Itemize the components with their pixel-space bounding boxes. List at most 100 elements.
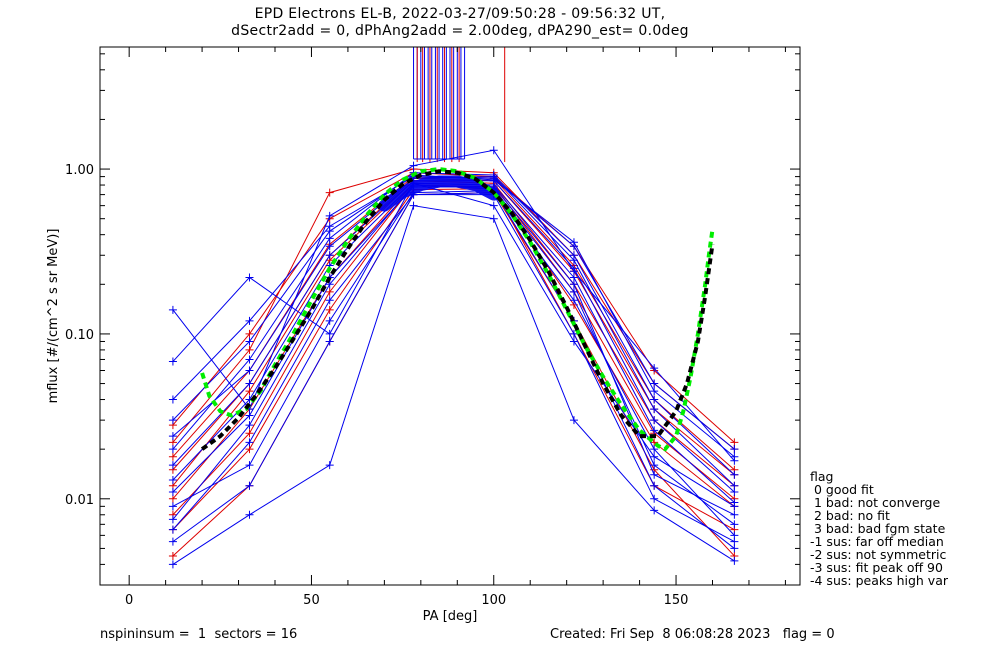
black-fit [200,169,715,451]
data-point-marker [409,161,418,170]
series-line-red [172,192,735,557]
data-point-marker [650,461,659,470]
data-point-marker [245,355,254,364]
data-point-marker [569,296,578,305]
x-tick-label: 150 [664,593,689,608]
data-point-marker [489,214,498,223]
data-point-marker [245,445,254,454]
data-point-marker [650,506,659,515]
data-point-marker [245,273,254,282]
peak-band [378,175,500,212]
data-point-marker [168,560,177,569]
series-line-blue [172,190,735,549]
data-point-marker [325,251,334,260]
data-point-marker [325,234,334,243]
data-point-marker [650,416,659,425]
green-fit [200,167,715,452]
data-point-marker [245,337,254,346]
data-point-marker [325,287,334,296]
data-point-marker [245,429,254,438]
data-point-marker [325,305,334,314]
data-point-marker [168,452,177,461]
data-point-marker [730,452,739,461]
data-point-marker [730,438,739,447]
data-point-marker [245,345,254,354]
legend-item: -1 sus: far off median [810,534,944,549]
data-point-marker [168,416,177,425]
data-point-marker [409,201,418,210]
data-point-marker [325,227,334,236]
legend-item: -4 sus: peaks high var [810,573,949,588]
data-point-marker [168,357,177,366]
data-point-marker [650,470,659,479]
legend-item: 2 bad: no fit [810,508,890,523]
legend-item: -3 sus: fit peak off 90 [810,560,943,575]
data-point-marker [168,502,177,511]
legend-item: 3 bad: bad fgm state [810,521,946,536]
data-point-marker [650,426,659,435]
data-layer [168,47,739,569]
data-point-marker [730,498,739,507]
series-line-blue [172,182,735,507]
x-axis-label: PA [deg] [423,609,478,624]
x-tick-label: 100 [481,593,506,608]
data-point-marker [325,461,334,470]
data-point-marker [325,280,334,289]
data-point-marker [730,556,739,565]
data-point-marker [569,287,578,296]
series-line-blue [172,182,735,503]
data-point-marker [650,364,659,373]
data-point-marker [730,520,739,529]
series-line-blue [172,205,735,565]
data-point-marker [168,537,177,546]
data-point-marker [650,405,659,414]
series-line-blue [172,180,735,493]
data-point-marker [730,445,739,454]
series-line-red [172,172,735,443]
data-point-marker [569,256,578,265]
chart-title-line-1: EPD Electrons EL-B, 2022-03-27/09:50:28 … [254,6,666,22]
data-point-marker [569,273,578,282]
data-point-marker [168,445,177,454]
data-point-marker [325,329,334,338]
series-line-red [172,188,735,531]
data-point-marker [650,481,659,490]
data-point-marker [569,416,578,425]
y-tick-label: 1.00 [65,163,94,178]
data-point-marker [168,461,177,470]
y-axis-label: mflux [#/(cm^2 s sr MeV)] [46,229,61,404]
data-point-marker [730,510,739,519]
data-point-marker [569,238,578,247]
data-point-marker [650,494,659,503]
data-point-marker [245,387,254,396]
y-tick-label: 0.10 [65,328,94,343]
data-point-marker [325,337,334,346]
data-point-marker [168,525,177,534]
chart-title-line-2: dSectr2add = 0, dPhAng2add = 2.00deg, dP… [231,23,689,39]
data-point-marker [245,316,254,325]
legend-item: 1 bad: not converge [810,495,941,510]
data-point-marker [730,537,739,546]
data-point-marker [325,188,334,197]
y-tick-label: 0.01 [65,493,94,508]
data-point-marker [168,515,177,524]
data-point-marker [489,146,498,155]
series-line-blue [172,192,735,536]
data-point-marker [245,379,254,388]
data-point-marker [168,395,177,404]
x-tick-label: 50 [303,593,320,608]
legend-title: flag [810,469,834,484]
data-point-marker [730,470,739,479]
data-point-marker [245,481,254,490]
data-point-marker [245,510,254,519]
data-point-marker [489,201,498,210]
series-line-red [172,168,735,450]
footer-spin-info: nspininsum = 1 sectors = 16 [100,627,298,642]
series-line-red [172,177,735,476]
data-point-marker [245,329,254,338]
data-point-marker [650,379,659,388]
x-tick-label: 0 [125,593,133,608]
data-point-marker [245,438,254,447]
series-line-blue [172,194,735,543]
